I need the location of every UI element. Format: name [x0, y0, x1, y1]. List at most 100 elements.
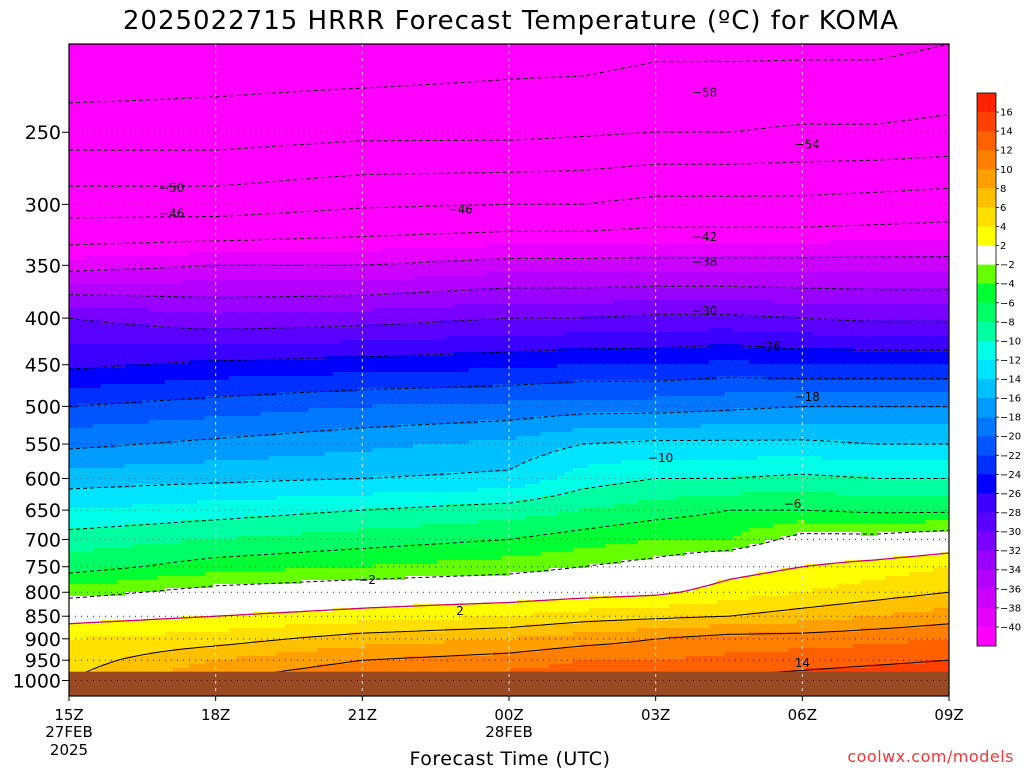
heatmap-cell: [269, 456, 278, 461]
heatmap-cell: [253, 172, 262, 177]
heatmap-cell: [277, 428, 286, 433]
heatmap-cell: [253, 64, 262, 69]
heatmap-cell: [181, 268, 190, 273]
heatmap-cell: [85, 204, 94, 209]
heatmap-cell: [245, 496, 254, 501]
heatmap-cell: [69, 516, 78, 521]
heatmap-cell: [117, 68, 126, 73]
heatmap-cell: [77, 568, 86, 573]
heatmap-cell: [285, 304, 294, 309]
heatmap-cell: [173, 132, 182, 137]
heatmap-cell: [301, 44, 310, 49]
heatmap-cell: [165, 640, 174, 645]
heatmap-cell: [141, 208, 150, 213]
heatmap-cell: [85, 444, 94, 449]
heatmap-cell: [157, 576, 166, 581]
heatmap-cell: [205, 120, 214, 125]
heatmap-cell: [269, 368, 278, 373]
heatmap-cell: [109, 380, 118, 385]
heatmap-cell: [149, 448, 158, 453]
heatmap-cell: [149, 400, 158, 405]
heatmap-cell: [181, 188, 190, 193]
heatmap-cell: [173, 532, 182, 537]
heatmap-cell: [245, 556, 254, 561]
heatmap-cell: [93, 280, 102, 285]
heatmap-cell: [141, 248, 150, 253]
heatmap-cell: [93, 356, 102, 361]
heatmap-cell: [165, 212, 174, 217]
heatmap-cell: [301, 332, 310, 337]
heatmap-cell: [77, 240, 86, 245]
heatmap-cell: [253, 436, 262, 441]
heatmap-cell: [125, 212, 134, 217]
heatmap-cell: [109, 120, 118, 125]
heatmap-cell: [101, 372, 110, 377]
heatmap-cell: [69, 660, 78, 665]
heatmap-cell: [157, 80, 166, 85]
heatmap-cell: [229, 176, 238, 181]
heatmap-cell: [197, 428, 206, 433]
heatmap-cell: [133, 92, 142, 97]
heatmap-cell: [205, 352, 214, 357]
heatmap-cell: [245, 272, 254, 277]
heatmap-cell: [205, 436, 214, 441]
heatmap-cell: [77, 204, 86, 209]
heatmap-cell: [173, 116, 182, 121]
heatmap-cell: [301, 628, 310, 633]
heatmap-cell: [277, 300, 286, 305]
heatmap-cell: [93, 396, 102, 401]
heatmap-cell: [197, 132, 206, 137]
heatmap-cell: [117, 584, 126, 589]
heatmap-cell: [133, 88, 142, 93]
heatmap-cell: [221, 312, 230, 317]
heatmap-cell: [189, 548, 198, 553]
heatmap-cell: [133, 472, 142, 477]
heatmap-cell: [117, 456, 126, 461]
heatmap-cell: [101, 384, 110, 389]
heatmap-cell: [101, 592, 110, 597]
heatmap-cell: [125, 136, 134, 141]
heatmap-cell: [101, 420, 110, 425]
heatmap-cell: [101, 220, 110, 225]
heatmap-cell: [205, 244, 214, 249]
heatmap-cell: [77, 364, 86, 369]
heatmap-cell: [253, 132, 262, 137]
heatmap-cell: [165, 568, 174, 573]
heatmap-cell: [229, 500, 238, 505]
heatmap-cell: [109, 436, 118, 441]
heatmap-cell: [69, 652, 78, 657]
heatmap-cell: [181, 444, 190, 449]
heatmap-cell: [181, 524, 190, 529]
heatmap-cell: [133, 236, 142, 241]
heatmap-cell: [165, 464, 174, 469]
heatmap-cell: [293, 324, 302, 329]
heatmap-cell: [245, 360, 254, 365]
heatmap-cell: [245, 328, 254, 333]
heatmap-cell: [197, 268, 206, 273]
heatmap-cell: [125, 300, 134, 305]
heatmap-cell: [213, 328, 222, 333]
heatmap-cell: [237, 332, 246, 337]
heatmap-cell: [189, 336, 198, 341]
heatmap-cell: [173, 412, 182, 417]
heatmap-cell: [189, 488, 198, 493]
heatmap-cell: [149, 624, 158, 629]
heatmap-cell: [237, 116, 246, 121]
heatmap-cell: [93, 576, 102, 581]
heatmap-cell: [69, 548, 78, 553]
heatmap-cell: [101, 540, 110, 545]
heatmap-cell: [109, 560, 118, 565]
heatmap-cell: [293, 452, 302, 457]
heatmap-cell: [205, 396, 214, 401]
heatmap-cell: [245, 268, 254, 273]
heatmap-cell: [301, 452, 310, 457]
heatmap-cell: [117, 656, 126, 661]
heatmap-cell: [261, 348, 270, 353]
heatmap-cell: [237, 212, 246, 217]
heatmap-cell: [221, 552, 230, 557]
heatmap-cell: [173, 260, 182, 265]
heatmap-cell: [165, 416, 174, 421]
heatmap-cell: [133, 244, 142, 249]
heatmap-cell: [69, 588, 78, 593]
heatmap-cell: [93, 508, 102, 513]
